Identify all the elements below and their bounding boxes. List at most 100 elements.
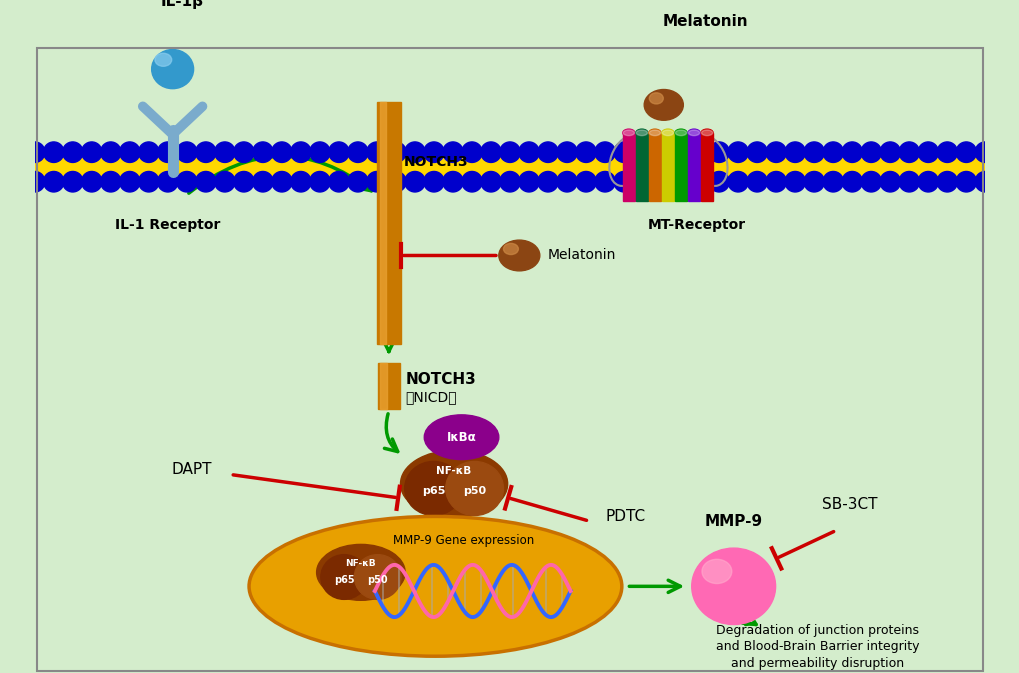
Circle shape [632,172,653,192]
Circle shape [803,142,823,162]
Circle shape [82,142,102,162]
Circle shape [860,142,880,162]
Circle shape [671,172,691,192]
Circle shape [689,142,709,162]
Bar [377,363,399,409]
Text: p65: p65 [333,575,354,585]
Ellipse shape [445,462,503,516]
Text: IL-1β: IL-1β [160,0,203,9]
Ellipse shape [152,50,194,89]
Ellipse shape [644,90,683,120]
Circle shape [841,172,862,192]
Circle shape [576,142,596,162]
Bar [675,133,687,201]
Circle shape [822,172,843,192]
Text: NOTCH3: NOTCH3 [406,372,476,387]
Circle shape [556,142,577,162]
Text: MMP-9 Gene expression: MMP-9 Gene expression [392,534,534,547]
Circle shape [576,172,596,192]
Circle shape [462,142,482,162]
Ellipse shape [649,130,660,136]
Text: NF-κB: NF-κB [436,466,471,476]
Ellipse shape [405,462,462,516]
Text: PDTC: PDTC [604,509,645,524]
Circle shape [879,172,900,192]
Bar [648,133,660,201]
Circle shape [62,142,83,162]
Ellipse shape [649,93,662,104]
Circle shape [480,172,500,192]
Circle shape [822,142,843,162]
Circle shape [253,172,273,192]
Circle shape [537,142,557,162]
Circle shape [613,172,634,192]
Circle shape [594,142,614,162]
Bar [380,363,386,409]
Circle shape [271,172,291,192]
Circle shape [119,172,140,192]
Circle shape [765,142,786,162]
Circle shape [955,142,975,162]
Circle shape [689,172,709,192]
Circle shape [310,142,330,162]
Circle shape [728,172,748,192]
Bar [635,133,647,201]
Text: NOTCH3: NOTCH3 [404,155,468,170]
Circle shape [24,142,45,162]
Circle shape [917,142,937,162]
Circle shape [366,142,387,162]
Circle shape [803,172,823,192]
Ellipse shape [354,555,400,600]
Ellipse shape [675,130,686,136]
Circle shape [974,172,995,192]
Circle shape [785,172,805,192]
Ellipse shape [321,555,367,600]
Text: MMP-9: MMP-9 [704,513,762,528]
Bar [35,157,984,177]
Circle shape [480,142,500,162]
Circle shape [519,142,539,162]
Circle shape [442,142,463,162]
Text: NF-κB: NF-κB [345,559,376,567]
Ellipse shape [661,130,673,136]
Circle shape [157,172,178,192]
Ellipse shape [400,450,507,518]
Text: Melatonin: Melatonin [547,248,615,262]
Circle shape [385,142,406,162]
Circle shape [708,172,729,192]
Ellipse shape [701,130,712,136]
Circle shape [347,142,368,162]
Circle shape [917,172,937,192]
Circle shape [196,172,216,192]
Ellipse shape [155,53,171,67]
Ellipse shape [498,240,539,271]
Circle shape [651,142,672,162]
Text: p50: p50 [463,487,486,496]
Bar [700,133,712,201]
Circle shape [214,172,234,192]
Text: and permeability disruption: and permeability disruption [731,657,903,670]
Circle shape [537,172,557,192]
Ellipse shape [623,129,634,137]
Circle shape [442,172,463,192]
Ellipse shape [316,544,405,600]
Circle shape [405,172,425,192]
Circle shape [62,172,83,192]
Circle shape [594,172,614,192]
Text: p50: p50 [367,575,387,585]
Circle shape [214,142,234,162]
Circle shape [176,142,197,162]
Circle shape [613,142,634,162]
Circle shape [253,142,273,162]
Bar [379,102,386,344]
Text: p65: p65 [422,487,445,496]
Ellipse shape [648,129,660,137]
Ellipse shape [503,244,518,254]
Circle shape [328,142,348,162]
Text: and Blood-Brain Barrier integrity: and Blood-Brain Barrier integrity [715,641,918,653]
Ellipse shape [249,516,622,656]
Text: DAPT: DAPT [171,462,212,477]
Circle shape [746,172,766,192]
Circle shape [898,142,918,162]
Circle shape [233,172,254,192]
